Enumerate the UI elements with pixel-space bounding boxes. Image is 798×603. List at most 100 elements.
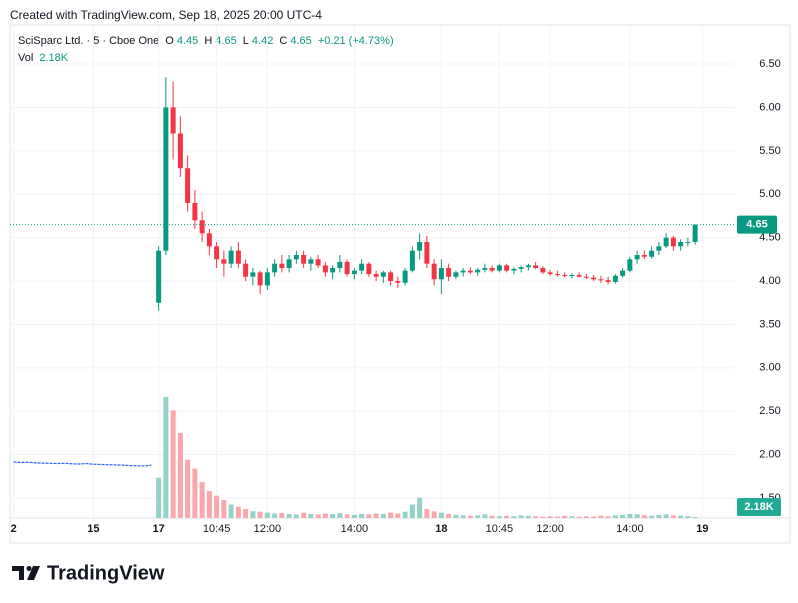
ohlc-label: O (165, 35, 174, 47)
volume-bar (670, 515, 676, 518)
candle-body (554, 274, 560, 276)
candle-body (678, 241, 684, 247)
y-tick-label: 5.00 (759, 188, 780, 200)
volume-bar (417, 497, 423, 518)
volume-bar (235, 506, 241, 518)
volume-bar (272, 513, 278, 518)
volume-bar (424, 509, 430, 518)
volume-bar (206, 491, 212, 518)
candle-body (301, 255, 307, 264)
candle-body (641, 255, 647, 257)
volume-bar (185, 459, 191, 518)
volume-bar (598, 515, 604, 518)
last-volume-badge (737, 498, 781, 516)
y-tick-label: 4.50 (759, 232, 780, 244)
volume-bar (591, 516, 597, 518)
volume-bar (620, 514, 626, 518)
volume-bar (177, 432, 183, 518)
volume-bar (156, 477, 162, 518)
volume-bar (583, 516, 589, 518)
candle-body (540, 268, 546, 273)
candle-body (620, 270, 626, 276)
candle-body (344, 261, 350, 275)
volume-bar (453, 514, 459, 518)
volume-bar (359, 513, 365, 518)
logo (12, 566, 40, 580)
volume-ma-line (13, 461, 152, 467)
volume-bar (482, 514, 488, 518)
volume-bar (337, 513, 343, 518)
candle-body (366, 263, 372, 275)
candle-body (424, 241, 430, 264)
volume-bar (446, 513, 452, 518)
volume-bar (199, 482, 205, 518)
x-tick-label: 14:00 (616, 523, 644, 535)
volume-bar (467, 515, 473, 518)
volume-bar (243, 509, 249, 518)
x-tick-label: 2 (11, 523, 17, 535)
y-tick-label: 2.50 (759, 405, 780, 417)
volume-row: Vol 2.18K (18, 52, 71, 64)
volume-bar (308, 513, 314, 518)
candle-body (250, 272, 256, 277)
candle-body (460, 270, 466, 273)
candle-body (293, 255, 299, 260)
change-pct: (+4.73%) (348, 35, 394, 47)
candle-body (322, 265, 328, 273)
last-price-badge (737, 215, 777, 234)
volume-bar (605, 516, 611, 518)
change: +0.21 (317, 35, 346, 47)
volume-bar (641, 515, 647, 518)
candle-body (243, 263, 249, 277)
volume-bars (156, 396, 698, 518)
volume-bar (525, 515, 531, 518)
x-tick-label: 12:00 (254, 523, 282, 535)
candle-body (656, 246, 662, 251)
candle-body (409, 250, 415, 271)
volume-value: 2.18K (39, 52, 69, 64)
candle-body (308, 259, 314, 264)
candle-body (446, 268, 452, 277)
volume-bar (518, 515, 524, 518)
candle-body (663, 237, 669, 247)
y-tick-label: 3.50 (759, 318, 780, 330)
x-tick-label: 18 (435, 523, 447, 535)
candle-body (330, 268, 336, 273)
candle-body (518, 267, 524, 269)
volume-bar (649, 515, 655, 518)
volume-bar (264, 512, 270, 518)
volume-bar (163, 396, 169, 518)
candle-body (279, 263, 285, 269)
volume-bar (496, 516, 502, 518)
volume-bar (170, 410, 176, 518)
volume-bar (192, 468, 198, 518)
ohlc-label: L (242, 35, 249, 47)
grid (10, 25, 735, 518)
volume-bar (685, 516, 691, 518)
candle-body (286, 259, 292, 269)
candle-body (569, 274, 575, 276)
volume-bar (489, 515, 495, 518)
candle-body (177, 133, 183, 169)
candle-body (591, 277, 597, 280)
candle-body (598, 279, 604, 281)
volume-bar (562, 515, 568, 518)
volume-bar (634, 514, 640, 518)
volume-bar (533, 516, 539, 518)
candle-body (417, 241, 423, 251)
legend-row: SciSparc Ltd. · 5 · Cboe One O 4.45 H 4.65… (18, 35, 397, 47)
candle-body (388, 272, 394, 282)
candle-body (395, 281, 401, 283)
volume-bar (395, 513, 401, 518)
volume-bar (663, 514, 669, 518)
volume-label: Vol (18, 52, 34, 64)
candle-body (192, 202, 198, 221)
volume-bar (547, 516, 553, 518)
volume-bar (214, 495, 220, 518)
volume-bar (409, 504, 415, 518)
candle-body (605, 280, 611, 282)
candle-body (380, 272, 386, 277)
candle-body (533, 265, 539, 269)
candle-body (496, 265, 502, 271)
